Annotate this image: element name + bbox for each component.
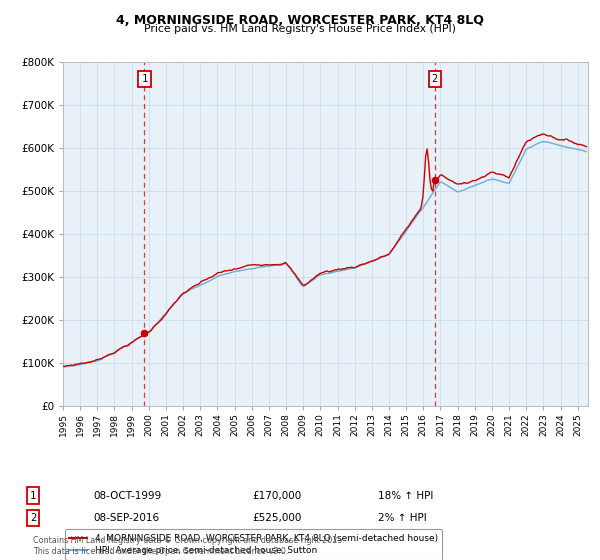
Legend: 4, MORNINGSIDE ROAD, WORCESTER PARK, KT4 8LQ (semi-detached house), HPI: Average: 4, MORNINGSIDE ROAD, WORCESTER PARK, KT4… — [65, 529, 442, 560]
Text: Contains HM Land Registry data © Crown copyright and database right 2025.
This d: Contains HM Land Registry data © Crown c… — [33, 536, 345, 556]
Text: 08-SEP-2016: 08-SEP-2016 — [93, 513, 159, 523]
Text: £525,000: £525,000 — [252, 513, 301, 523]
Text: 1: 1 — [30, 491, 36, 501]
Text: 18% ↑ HPI: 18% ↑ HPI — [378, 491, 433, 501]
Text: 2: 2 — [431, 74, 438, 84]
Text: 2: 2 — [30, 513, 36, 523]
Text: £170,000: £170,000 — [252, 491, 301, 501]
Text: 2% ↑ HPI: 2% ↑ HPI — [378, 513, 427, 523]
Text: 08-OCT-1999: 08-OCT-1999 — [93, 491, 161, 501]
Text: Price paid vs. HM Land Registry's House Price Index (HPI): Price paid vs. HM Land Registry's House … — [144, 24, 456, 34]
Text: 1: 1 — [142, 74, 148, 84]
Text: 4, MORNINGSIDE ROAD, WORCESTER PARK, KT4 8LQ: 4, MORNINGSIDE ROAD, WORCESTER PARK, KT4… — [116, 14, 484, 27]
